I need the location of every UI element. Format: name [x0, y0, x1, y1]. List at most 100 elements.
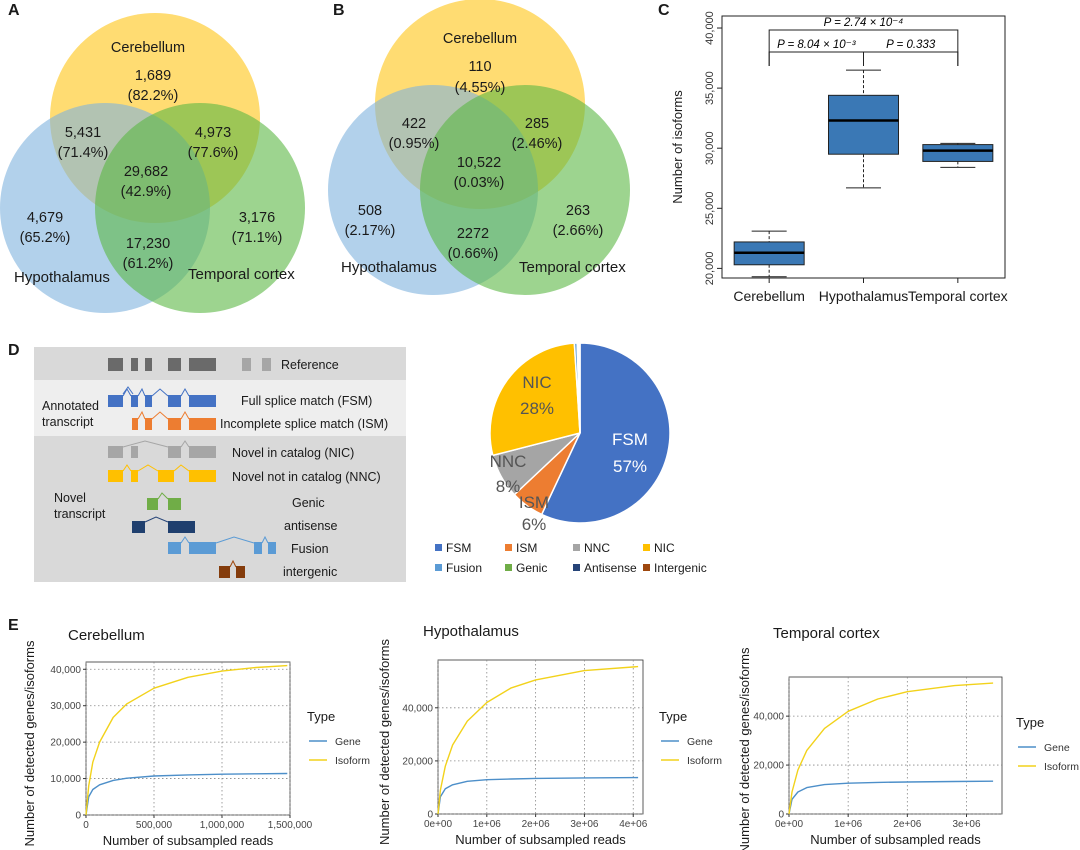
- legend-swatch: [643, 564, 650, 571]
- fusion-exon: [268, 542, 276, 554]
- venn-region-ct: 285: [525, 116, 549, 132]
- nic-exon: [108, 446, 123, 458]
- x-tick-label: 2e+06: [522, 819, 551, 830]
- plot-panel: [85, 661, 291, 816]
- y-tick-label: 20,000: [704, 252, 716, 286]
- fusion-exon: [168, 542, 181, 554]
- x-tick-label: Temporal cortex: [908, 288, 1008, 304]
- legend-label-isoform: Isoform: [335, 755, 370, 767]
- reference-exon: [262, 358, 271, 371]
- x-tick-label: 3e+06: [570, 819, 599, 830]
- ism-exon: [168, 418, 181, 430]
- label-novel-2: transcript: [54, 507, 106, 521]
- venn-region-all-pct: (42.9%): [121, 184, 172, 200]
- saturation-chart-temporal-cortex: Temporal cortex 0e+00 1e+06 2e+06 3e+06 0 20,0…: [737, 625, 1079, 850]
- antisense-exon: [132, 521, 145, 533]
- venn-region-t-only: 3,176: [239, 210, 275, 226]
- box-body: [828, 94, 899, 155]
- panel-label-c: C: [658, 2, 670, 19]
- legend-label-gene: Gene: [335, 736, 361, 748]
- nnc-exon: [131, 470, 138, 482]
- reference-exon: [242, 358, 251, 371]
- venn-circle-temporal: [95, 103, 305, 313]
- series-line-isoform: [788, 682, 994, 815]
- x-axis-title: Number of subsampled reads: [810, 832, 981, 847]
- p-value-label: P = 8.04 × 10⁻³: [777, 39, 857, 51]
- band-annotated: [34, 380, 406, 436]
- pie-slice-nic: [489, 342, 581, 457]
- y-axis-title: Number of detected genes/isoforms: [737, 647, 752, 850]
- legend-swatch: [573, 564, 580, 571]
- fsm-exon: [189, 395, 216, 407]
- label-intergenic: intergenic: [283, 565, 337, 579]
- panel-label-e: E: [8, 617, 19, 634]
- fsm-exon: [145, 395, 152, 407]
- venn-label-hypothalamus: Hypothalamus: [341, 259, 437, 276]
- saturation-chart-hypothalamus: Hypothalamus 0e+00 1e+06 2e+06 3e+06 4e+06 0 20…: [377, 623, 722, 847]
- reference-exon: [145, 358, 152, 371]
- label-fusion: Fusion: [291, 542, 329, 556]
- venn-region-h-only-pct: (2.17%): [345, 223, 396, 239]
- venn-region-ht-pct: (0.66%): [448, 246, 499, 262]
- panel-label-a: A: [8, 2, 20, 19]
- reference-exon: [189, 358, 216, 371]
- ism-exon: [145, 418, 152, 430]
- series-line-gene: [437, 776, 639, 815]
- legend-label: NIC: [654, 541, 675, 555]
- venn-region-h-only-pct: (65.2%): [20, 230, 71, 246]
- nic-exon: [131, 446, 138, 458]
- y-tick-label: 40,000: [704, 11, 716, 45]
- ism-introns: [137, 410, 190, 420]
- panel-label-b: B: [333, 2, 345, 19]
- reference-exon: [168, 358, 181, 371]
- venn-region-ct-pct: (2.46%): [512, 136, 563, 152]
- genic-exon: [168, 498, 181, 510]
- legend-swatch: [435, 564, 442, 571]
- legend-label: Fusion: [446, 561, 482, 575]
- x-tick-label: 4e+06: [619, 819, 648, 830]
- venn-diagram-b: Cerebellum 110 (4.55%) 422 (0.95%) 285 (…: [328, 0, 630, 295]
- pie-slice-intergenic: [578, 342, 581, 434]
- fsm-exon: [131, 395, 138, 407]
- legend-label-gene: Gene: [687, 736, 713, 748]
- series-line-isoform: [85, 664, 288, 816]
- legend-swatch: [573, 544, 580, 551]
- legend-label-isoform: Isoform: [687, 755, 722, 767]
- venn-region-c-only: 110: [468, 59, 491, 75]
- y-axis-title: Number of detected genes/isoforms: [377, 639, 392, 845]
- nic-exon: [189, 446, 216, 458]
- x-tick-label: 3e+06: [952, 819, 981, 830]
- saturation-chart-cerebellum: Cerebellum 0 500,000 1,000,000 1,500,000 0 10,…: [22, 627, 370, 848]
- venn-region-all-pct: (0.03%): [454, 175, 505, 191]
- label-ism: Incomplete splice match (ISM): [220, 417, 388, 431]
- y-tick-label: 0: [427, 810, 433, 821]
- chart-title: Hypothalamus: [423, 623, 519, 640]
- venn-label-hypothalamus: Hypothalamus: [14, 269, 110, 286]
- x-tick-label: 1,500,000: [268, 820, 313, 831]
- legend-title: Type: [307, 709, 335, 724]
- label-nic: Novel in catalog (NIC): [232, 446, 354, 460]
- venn-region-h-only: 508: [358, 203, 382, 219]
- series-line-isoform: [437, 665, 639, 815]
- pie-label-pct: 6%: [522, 515, 547, 534]
- x-tick-label: 1e+06: [473, 819, 502, 830]
- pie-label-pct: 8%: [496, 477, 521, 496]
- venn-region-ht: 17,230: [126, 236, 170, 252]
- pie-slice-fsm: [540, 342, 671, 524]
- venn-label-cerebellum: Cerebellum: [443, 31, 517, 47]
- pie-label-name: FSM: [612, 430, 648, 449]
- fsm-exon: [168, 395, 181, 407]
- venn-region-ht: 2272: [457, 226, 489, 242]
- fsm-introns: [122, 387, 190, 397]
- venn-region-t-only-pct: (71.1%): [232, 230, 283, 246]
- y-tick-label: 35,000: [704, 71, 716, 105]
- y-tick-label: 20,000: [402, 756, 433, 767]
- legend-label-isoform: Isoform: [1044, 761, 1079, 773]
- isoform-category-schematic: Reference Full splice match (FSM) Incomp…: [34, 347, 406, 582]
- venn-region-all: 10,522: [457, 155, 501, 171]
- significance-bracket: [768, 29, 959, 66]
- plot-panel: [788, 676, 1003, 815]
- x-tick-label: 1,000,000: [200, 820, 245, 831]
- legend-label-gene: Gene: [1044, 742, 1070, 754]
- chart-title: Cerebellum: [68, 627, 145, 644]
